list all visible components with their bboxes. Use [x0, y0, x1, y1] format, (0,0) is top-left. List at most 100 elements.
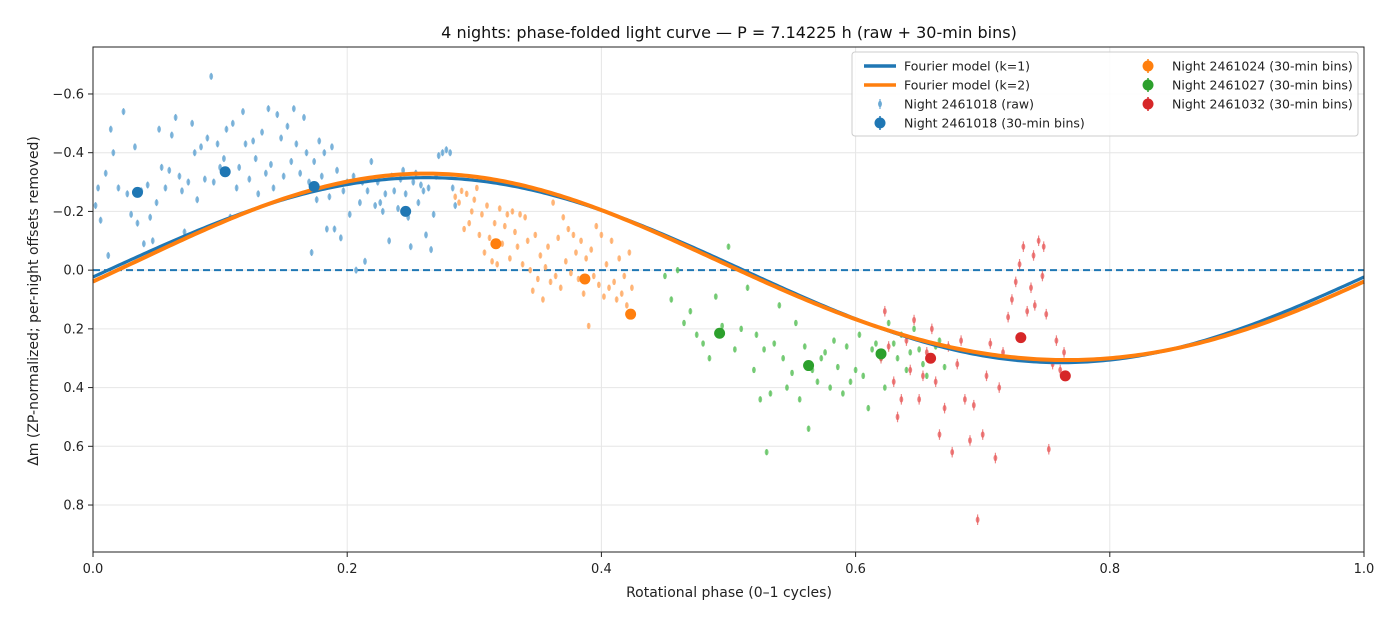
raw-point	[157, 126, 161, 133]
raw-point	[790, 369, 794, 377]
raw-point	[576, 275, 581, 283]
raw-point	[984, 372, 989, 380]
raw-point	[266, 105, 271, 112]
raw-point	[401, 167, 406, 174]
raw-point	[93, 202, 98, 209]
raw-point	[630, 284, 634, 291]
legend-box	[851, 51, 1359, 137]
raw-point	[701, 340, 705, 347]
raw-point	[548, 278, 553, 286]
raw-point	[1032, 302, 1037, 309]
raw-point	[563, 258, 568, 265]
raw-point	[899, 396, 904, 403]
raw-point	[566, 225, 571, 233]
raw-point	[768, 390, 773, 397]
raw-point	[571, 231, 576, 239]
raw-point	[1021, 243, 1026, 250]
raw-point	[312, 158, 317, 165]
raw-point	[327, 193, 332, 200]
raw-point	[538, 252, 543, 259]
raw-point	[602, 293, 606, 300]
raw-point	[103, 170, 108, 177]
binned-series	[131, 166, 412, 217]
raw-point	[502, 222, 507, 230]
bin-point	[579, 273, 591, 285]
raw-point	[450, 184, 455, 192]
bin-point	[875, 348, 887, 360]
raw-series	[879, 235, 1066, 525]
raw-point	[785, 384, 789, 391]
raw-point	[209, 73, 214, 80]
raw-point	[222, 155, 226, 162]
raw-point	[341, 187, 346, 195]
raw-point	[1017, 261, 1022, 268]
raw-point	[607, 284, 611, 291]
raw-point	[459, 187, 464, 195]
raw-point	[472, 196, 477, 203]
raw-point	[243, 140, 248, 148]
legend-label: Night 2461032 (30-min bins)	[1172, 97, 1353, 112]
raw-point	[230, 120, 235, 127]
raw-point	[332, 225, 337, 233]
raw-point	[411, 178, 416, 186]
raw-point	[518, 211, 522, 218]
raw-point	[490, 258, 494, 265]
raw-point	[937, 337, 942, 344]
raw-point	[453, 202, 458, 209]
raw-point	[895, 355, 900, 362]
raw-point	[260, 128, 264, 136]
raw-point	[815, 378, 820, 385]
raw-point	[622, 272, 627, 280]
raw-point	[294, 140, 299, 148]
raw-point	[1013, 278, 1018, 286]
raw-point	[955, 360, 960, 368]
raw-point	[772, 340, 777, 347]
binned-series	[925, 332, 1071, 382]
raw-point	[682, 319, 686, 327]
raw-point	[525, 237, 530, 244]
raw-point	[535, 275, 540, 283]
raw-point	[921, 372, 925, 380]
raw-point	[993, 454, 998, 462]
raw-point	[487, 234, 492, 242]
raw-point	[874, 340, 878, 347]
raw-point	[1006, 313, 1011, 321]
raw-point	[823, 349, 827, 356]
legend-label: Night 2461027 (30-min bins)	[1172, 78, 1353, 93]
x-axis: 0.0 0.2 0.4 0.6 0.8 1.0	[83, 552, 1374, 577]
raw-point	[886, 343, 891, 350]
raw-point	[579, 237, 583, 244]
raw-point	[870, 346, 875, 353]
y-tick-label: −0.2	[52, 205, 84, 220]
raw-point	[612, 278, 617, 286]
binned-series	[490, 238, 637, 320]
legend: Fourier model (k=1) Fourier model (k=2) Ni…	[851, 51, 1359, 137]
raw-point	[586, 322, 591, 330]
raw-point	[505, 211, 510, 218]
raw-point	[448, 149, 453, 156]
raw-point	[495, 261, 500, 268]
raw-point	[591, 272, 596, 280]
legend-bin-swatch	[1142, 79, 1154, 91]
raw-point	[298, 170, 303, 177]
legend-label: Night 2461018 (raw)	[904, 97, 1034, 112]
raw-point	[271, 184, 276, 192]
raw-point	[338, 234, 343, 242]
raw-series	[663, 243, 947, 456]
raw-point	[895, 413, 900, 421]
raw-point	[963, 396, 967, 403]
model-curve	[92, 171, 1365, 363]
raw-point	[285, 123, 290, 130]
raw-point	[917, 396, 922, 403]
raw-point	[289, 158, 294, 165]
raw-point	[1040, 272, 1045, 280]
raw-point	[675, 266, 680, 274]
raw-point	[1044, 310, 1049, 318]
raw-point	[975, 516, 980, 523]
raw-point	[980, 431, 985, 438]
raw-point	[777, 302, 782, 309]
raw-point	[853, 366, 858, 374]
raw-point	[453, 193, 458, 200]
raw-point	[546, 243, 550, 250]
